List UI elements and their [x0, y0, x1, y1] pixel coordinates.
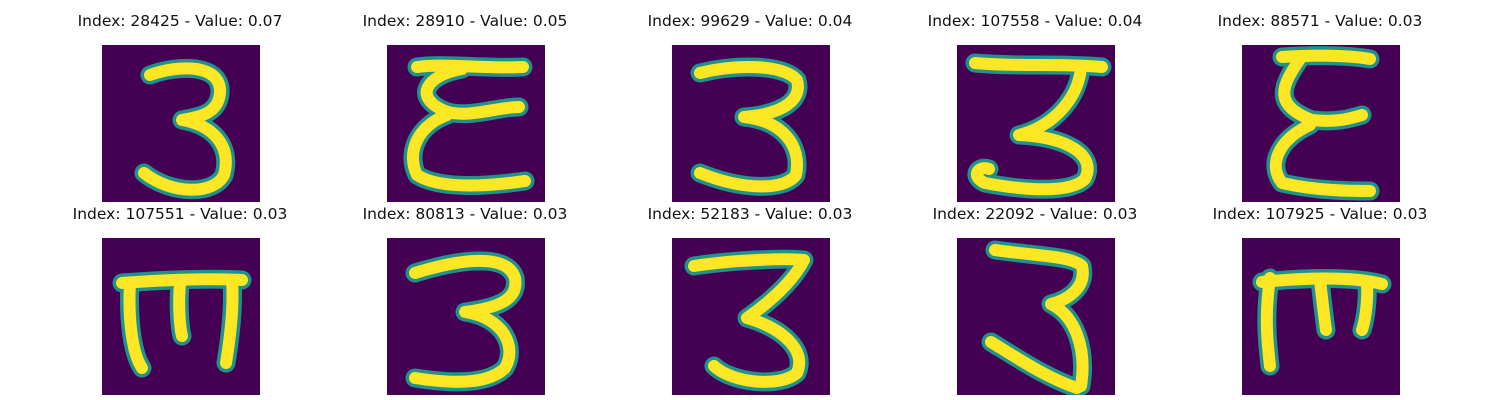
glyph-stroke — [1276, 49, 1376, 65]
panel: Index: 28425 - Value: 0.07 — [65, 10, 295, 202]
digit-image — [672, 238, 830, 395]
digit-image — [102, 238, 260, 395]
digit-image — [672, 45, 830, 202]
glyph-stroke — [1269, 119, 1376, 197]
digit-glyph — [112, 269, 252, 378]
glyph-stroke — [220, 274, 239, 369]
glyph-stroke — [173, 277, 188, 342]
glyph-stroke — [1356, 276, 1374, 336]
panel-title: Index: 22092 - Value: 0.03 — [932, 205, 1138, 223]
glyph-stroke — [970, 61, 1094, 196]
panel-title: Index: 28425 - Value: 0.07 — [77, 12, 283, 30]
panel: Index: 107551 - Value: 0.03 — [65, 203, 295, 395]
panel-title: Index: 80813 - Value: 0.03 — [362, 205, 568, 223]
glyph-stroke — [1314, 274, 1332, 336]
panel-title: Index: 107558 - Value: 0.04 — [927, 12, 1143, 30]
digit-glyph — [403, 56, 535, 195]
digit-image — [957, 45, 1115, 202]
panel-title: Index: 99629 - Value: 0.04 — [647, 12, 853, 30]
glyph-stroke — [694, 61, 804, 193]
panel: Index: 99629 - Value: 0.04 — [635, 10, 865, 202]
digit-image — [957, 238, 1115, 395]
digit-image — [387, 238, 545, 395]
glyph-stroke — [1260, 272, 1276, 372]
digit-glyph — [981, 240, 1093, 395]
digit-glyph — [684, 249, 814, 392]
panel: Index: 80813 - Value: 0.03 — [350, 203, 580, 395]
panel: Index: 107925 - Value: 0.03 — [1205, 203, 1435, 395]
digit-glyph — [405, 251, 525, 392]
digit-image — [102, 45, 260, 202]
digit-glyph — [690, 57, 808, 196]
panel-title: Index: 107925 - Value: 0.03 — [1212, 205, 1428, 223]
panel-title: Index: 88571 - Value: 0.03 — [1217, 12, 1423, 30]
glyph-stroke — [411, 59, 529, 74]
panel: Index: 52183 - Value: 0.03 — [635, 203, 865, 395]
glyph-stroke — [969, 57, 1108, 73]
panel-title: Index: 28910 - Value: 0.05 — [362, 12, 568, 30]
panel: Index: 28910 - Value: 0.05 — [350, 10, 580, 202]
digit-image — [387, 45, 545, 202]
digit-glyph — [965, 53, 1112, 199]
digit-image — [1242, 238, 1400, 395]
panel: Index: 88571 - Value: 0.03 — [1205, 10, 1435, 202]
panel: Index: 107558 - Value: 0.04 — [920, 10, 1150, 202]
digit-image — [1242, 45, 1400, 202]
glyph-stroke — [989, 244, 1089, 392]
panel: Index: 22092 - Value: 0.03 — [920, 203, 1150, 395]
glyph-stroke — [123, 277, 148, 374]
panel-title: Index: 107551 - Value: 0.03 — [72, 205, 288, 223]
glyph-stroke — [138, 62, 232, 196]
digit-glyph — [1252, 268, 1392, 376]
panel-title: Index: 52183 - Value: 0.03 — [647, 205, 853, 223]
digit-glyph — [1266, 46, 1380, 201]
glyph-stroke — [985, 336, 1083, 394]
glyph-stroke — [688, 253, 810, 388]
glyph-stroke — [407, 109, 531, 192]
digit-glyph — [134, 58, 236, 200]
glyph-stroke — [409, 254, 522, 388]
